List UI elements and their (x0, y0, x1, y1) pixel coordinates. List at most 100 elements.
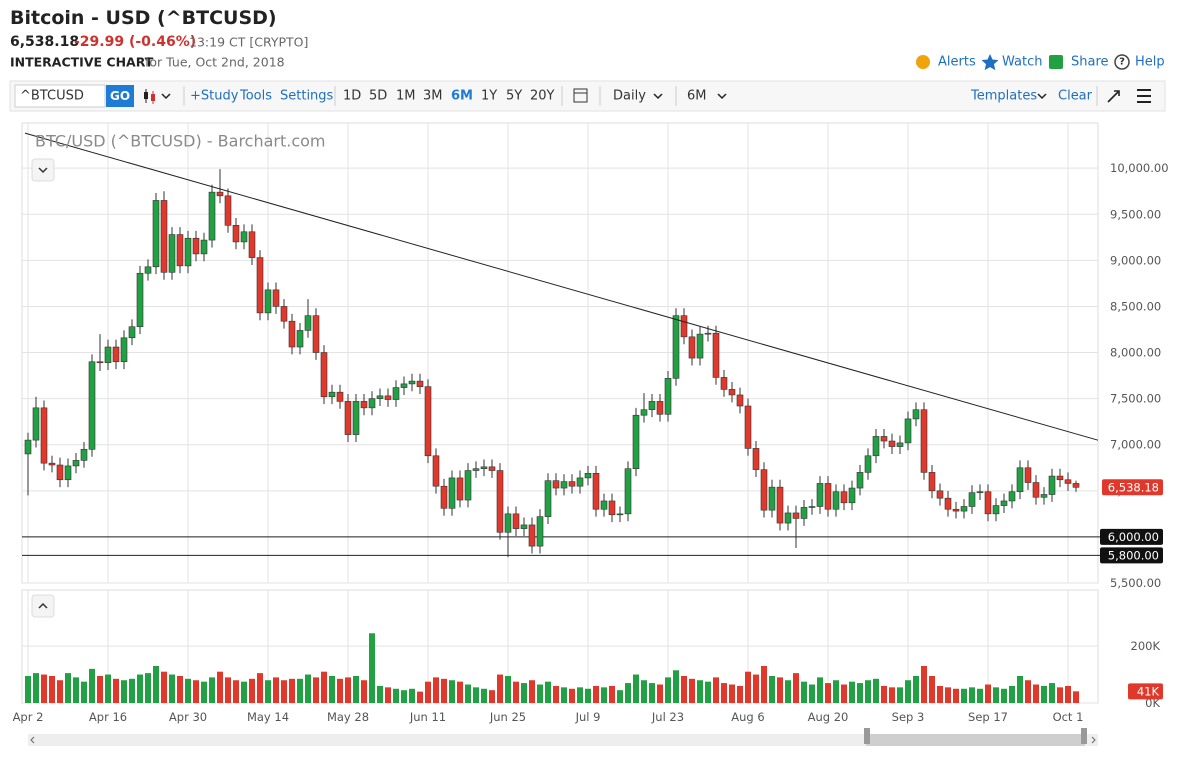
candle-body (592, 473, 600, 510)
period-button[interactable]: 5D (369, 89, 387, 104)
scrollbar[interactable] (28, 734, 1098, 746)
watch-icon[interactable] (981, 54, 999, 71)
volume-bar (721, 683, 727, 703)
volume-bar (577, 687, 583, 703)
scroll-handle[interactable] (864, 728, 870, 744)
help-icon[interactable] (1114, 54, 1130, 70)
share-icon[interactable] (1049, 55, 1063, 69)
volume-bar (985, 684, 991, 703)
period-button[interactable]: 6M (451, 89, 473, 104)
volume-bar (1057, 687, 1063, 703)
candle-body (912, 409, 920, 420)
candle-body (968, 492, 976, 507)
volume-bar (57, 680, 63, 703)
candle-body (944, 497, 952, 510)
candle-body (128, 326, 136, 339)
share-link[interactable]: Share (1071, 55, 1109, 70)
candle-body (440, 485, 448, 509)
chevron (1037, 93, 1047, 100)
volume-bar (105, 674, 111, 703)
tools-button[interactable]: Tools (239, 89, 272, 104)
volume-bar (937, 685, 943, 703)
x-tick-label: Oct 1 (1053, 710, 1084, 724)
volume-bar (409, 688, 415, 703)
period-button[interactable]: 3M (423, 89, 443, 104)
scroll-right[interactable] (1091, 736, 1096, 744)
templates-button[interactable]: Templates (970, 89, 1037, 104)
volume-bar (41, 674, 47, 703)
candle-body (824, 483, 832, 510)
candle-body (680, 315, 688, 338)
volume-bar (241, 681, 247, 703)
scroll-left[interactable] (30, 736, 35, 744)
chart-style-icon[interactable] (144, 89, 171, 104)
candle-body (240, 231, 248, 243)
alerts-icon[interactable] (916, 55, 930, 69)
candle-body (960, 506, 968, 512)
watch-link[interactable]: Watch (1002, 55, 1042, 70)
volume-bar (225, 677, 231, 703)
period-button[interactable]: 20Y (530, 89, 555, 104)
scrollbar-thumb[interactable] (866, 734, 1085, 746)
candle-body (424, 386, 432, 457)
volume-bar (33, 673, 39, 703)
study-button[interactable]: +Study (190, 89, 239, 104)
x-tick-label: May 28 (327, 710, 369, 724)
volume-bar (489, 690, 495, 703)
volume-bar (817, 677, 823, 703)
go-button[interactable] (106, 85, 134, 107)
volume-bar (481, 688, 487, 703)
candle-body (120, 337, 128, 363)
volume-bar (369, 633, 375, 703)
settings-button[interactable]: Settings (280, 89, 334, 104)
scroll-handle[interactable] (1081, 728, 1087, 744)
volume-bar (945, 687, 951, 703)
volume-bar (705, 681, 711, 703)
period-button[interactable]: 5Y (506, 89, 522, 104)
alerts-link[interactable]: Alerts (938, 55, 976, 70)
draw-icon[interactable] (1107, 90, 1120, 103)
period-button[interactable]: 1Y (481, 89, 497, 104)
candle-body (640, 409, 648, 416)
go-label[interactable]: GO (110, 89, 130, 103)
candle-body (608, 500, 616, 516)
volume-bar (737, 685, 743, 703)
candle-body (136, 272, 144, 328)
symbol-value[interactable]: ^BTCUSD (20, 89, 84, 104)
candle-body (400, 383, 408, 388)
volume-bar (745, 671, 751, 703)
help-link[interactable]: Help (1135, 55, 1165, 70)
volume-bar (713, 677, 719, 703)
collapse-button[interactable] (31, 158, 55, 182)
volume-tick-label: 200K (1131, 639, 1161, 653)
calendar-icon[interactable] (573, 88, 588, 103)
toolbar (9, 80, 1166, 112)
volume-bar (633, 674, 639, 703)
y-tick-label: 7,000.00 (1110, 438, 1161, 452)
candle-body (184, 237, 192, 267)
menu-icon[interactable] (1137, 89, 1151, 103)
y-tick-label: 5,500.00 (1110, 576, 1161, 590)
volume-bar (929, 675, 935, 703)
volume-bar (49, 675, 55, 703)
candle-body (344, 401, 352, 435)
range-select[interactable]: 6M (687, 89, 707, 104)
candle-body (664, 378, 672, 415)
volume-bar (657, 684, 663, 703)
volume-bar (561, 687, 567, 703)
volume-bar (145, 673, 151, 703)
candle-body (736, 394, 744, 407)
period-button[interactable]: 1D (343, 89, 361, 104)
interval-select[interactable]: Daily (613, 89, 646, 104)
volume-bar (433, 677, 439, 703)
candle-body (288, 320, 296, 348)
clear-button[interactable]: Clear (1058, 89, 1093, 104)
candle-body (272, 289, 280, 307)
volume-bar (129, 678, 135, 703)
collapse-button[interactable] (31, 594, 55, 618)
volume-bar (801, 681, 807, 703)
period-button[interactable]: 1M (396, 89, 416, 104)
chevron (38, 602, 48, 609)
symbol-input[interactable] (14, 84, 106, 108)
